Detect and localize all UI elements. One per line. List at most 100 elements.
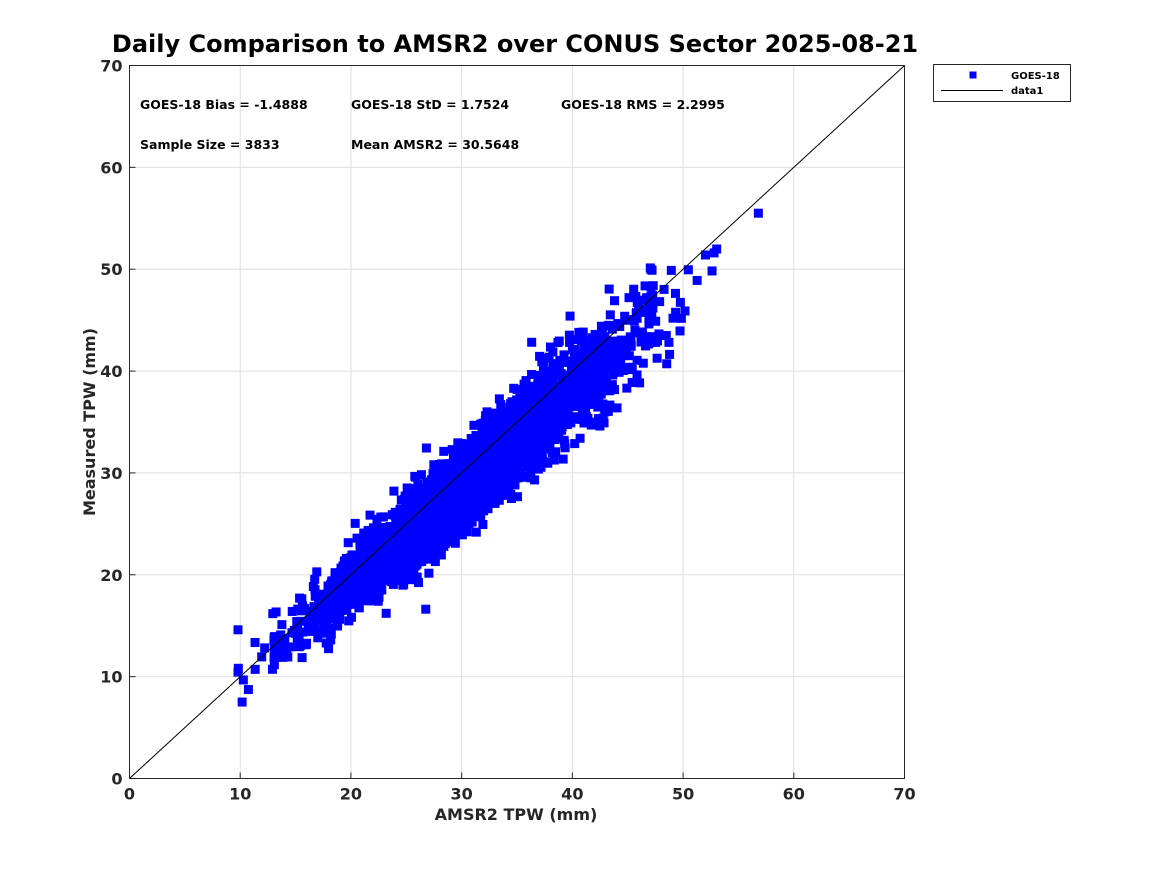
scatter-point (579, 414, 589, 424)
scatter-point (233, 663, 243, 673)
scatter-point (482, 471, 492, 481)
scatter-point (423, 495, 433, 505)
scatter-point (316, 609, 326, 619)
scatter-point (512, 413, 522, 423)
y-tick-label: 20 (100, 566, 122, 585)
scatter-point (648, 291, 658, 301)
scatter-point (292, 617, 302, 627)
scatter-point (545, 440, 555, 450)
scatter-point (477, 467, 487, 477)
scatter-point (365, 510, 375, 520)
scatter-point (535, 351, 545, 361)
scatter-point (587, 362, 597, 372)
scatter-point (466, 511, 476, 521)
scatter-point (452, 474, 462, 484)
scatter-point (558, 454, 568, 464)
scatter-point (310, 591, 320, 601)
scatter-point (609, 344, 619, 354)
scatter-point (557, 400, 567, 410)
scatter-point (289, 625, 299, 635)
scatter-point (632, 355, 642, 365)
scatter-point (410, 561, 420, 571)
scatter-point (466, 498, 476, 508)
scatter-point (250, 638, 260, 648)
scatter-point (432, 486, 442, 496)
scatter-point (377, 585, 387, 595)
scatter-point (494, 394, 504, 404)
legend-box (933, 64, 1071, 102)
scatter-point (631, 309, 641, 319)
y-tick-label: 10 (100, 668, 122, 687)
scatter-point (563, 356, 573, 366)
scatter-point (577, 369, 587, 379)
scatter-point (603, 349, 613, 359)
scatter-point (271, 607, 281, 617)
scatter-point (441, 521, 451, 531)
scatter-point (482, 432, 492, 442)
scatter-point (670, 288, 680, 298)
scatter-point (414, 491, 424, 501)
scatter-point (574, 400, 584, 410)
scatter-point (396, 546, 406, 556)
scatter-point (420, 517, 430, 527)
scatter-point (339, 579, 349, 589)
scatter-point (626, 341, 636, 351)
scatter-point (400, 542, 410, 552)
scatter-point (612, 351, 622, 361)
scatter-point (440, 491, 450, 501)
scatter-point (405, 526, 415, 536)
scatter-point (403, 503, 413, 513)
scatter-point (425, 533, 435, 543)
scatter-point (640, 281, 650, 291)
scatter-point (525, 449, 535, 459)
x-tick-label: 0 (124, 785, 135, 804)
scatter-point (594, 414, 604, 424)
scatter-point (417, 508, 427, 518)
scatter-point (595, 421, 605, 431)
scatter-point (269, 644, 279, 654)
scatter-point (419, 485, 429, 495)
scatter-point (574, 374, 584, 384)
scatter-point (464, 518, 474, 528)
scatter-point (326, 599, 336, 609)
scatter-point (535, 426, 545, 436)
scatter-point (654, 329, 664, 339)
scatter-point (465, 455, 475, 465)
scatter-point (436, 550, 446, 560)
scatter-point (419, 526, 429, 536)
scatter-point (566, 412, 576, 422)
chart-title: Daily Comparison to AMSR2 over CONUS Sec… (112, 30, 918, 58)
scatter-point (305, 606, 315, 616)
legend-marker-goes18 (969, 71, 977, 79)
scatter-point (267, 664, 277, 674)
y-tick-label: 50 (100, 260, 122, 279)
scatter-point (409, 568, 419, 578)
scatter-point (584, 379, 594, 389)
scatter-point (541, 425, 551, 435)
scatter-point (531, 459, 541, 469)
scatter-point (496, 448, 506, 458)
scatter-point (421, 604, 431, 614)
scatter-point (406, 484, 416, 494)
scatter-point (379, 545, 389, 555)
scatter-point (544, 352, 554, 362)
scatter-point (639, 307, 649, 317)
scatter-point (600, 332, 610, 342)
scatter-point (393, 551, 403, 561)
scatter-point (680, 306, 690, 316)
scatter-point (445, 482, 455, 492)
scatter-point (549, 455, 559, 465)
scatter-point (471, 527, 481, 537)
scatter-point (414, 547, 424, 557)
y-tick-label: 70 (100, 57, 122, 76)
scatter-point (503, 474, 513, 484)
scatter-point (647, 310, 657, 320)
scatter-point (427, 489, 437, 499)
scatter-point (596, 321, 606, 331)
scatter-point (632, 370, 642, 380)
scatter-point (585, 417, 595, 427)
scatter-point (479, 506, 489, 516)
scatter-point (668, 313, 678, 323)
scatter-point (556, 425, 566, 435)
